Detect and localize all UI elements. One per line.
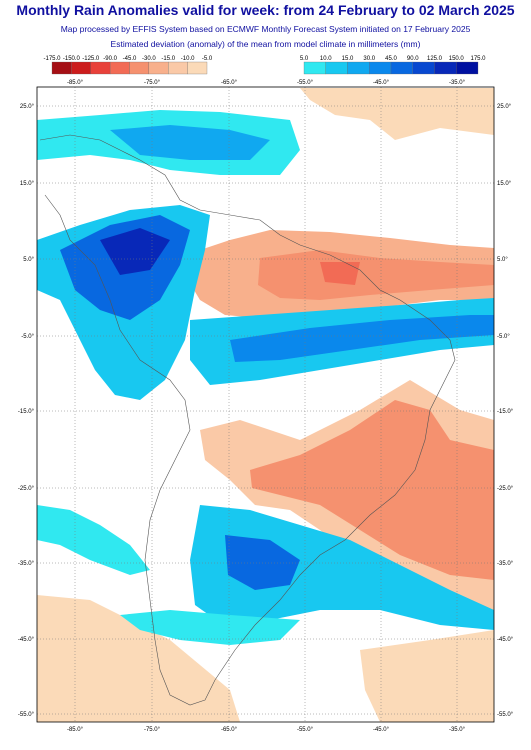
longitude-label: -45.0° [373, 80, 390, 86]
dry-anomaly-regions [37, 88, 494, 722]
longitude-label: -55.0° [297, 727, 314, 733]
longitude-label: -45.0° [373, 727, 390, 733]
latitude-label: 5.0° [23, 257, 34, 263]
longitude-label: -85.0° [67, 727, 84, 733]
latitude-label: 15.0° [497, 181, 512, 187]
colorbar-wet-label: 30.0 [363, 56, 375, 62]
latitude-label: -15.0° [18, 409, 35, 415]
map-title: Monthly Rain Anomalies valid for week: f… [16, 2, 515, 18]
wet-region-colombia-peak [100, 228, 170, 275]
colorbar-wet-cell [456, 61, 479, 75]
colorbar-dry-label: -150.0 [63, 56, 81, 62]
colorbar-dry-cell [148, 61, 169, 75]
colorbar-wet-cell [369, 61, 392, 75]
colorbar-dry-cell [51, 61, 72, 75]
longitude-label: -35.0° [449, 80, 466, 86]
colorbar-wet-label: 15.0 [342, 56, 354, 62]
colorbar-wet-label: 45.0 [385, 56, 397, 62]
colorbar-wet-label: 5.0 [300, 56, 309, 62]
colorbar-dry-cells [51, 61, 208, 75]
latitude-label: -25.0° [18, 486, 35, 492]
longitude-label: -75.0° [144, 727, 161, 733]
latitude-label: -15.0° [497, 409, 514, 415]
wet-region-la-plata [190, 505, 494, 630]
colorbar-dry: -175.0 -150.0 -125.0 -90.0 -45.0 -30.0 -15.0 -1… [43, 56, 213, 75]
colorbar-dry-cell [109, 61, 130, 75]
colorbar-dry-cell [187, 61, 208, 75]
dry-region-brazil-south-core [250, 400, 494, 580]
colorbar-dry-labels: -175.0 -150.0 -125.0 -90.0 -45.0 -30.0 -15.0 -1… [43, 56, 212, 62]
colorbar-dry-label: -10.0 [181, 56, 195, 62]
latitude-label: -55.0° [497, 712, 514, 718]
latitude-label: -45.0° [18, 637, 35, 643]
latitude-label: -5.0° [497, 334, 510, 340]
wet-region-caribbean-core [110, 125, 270, 160]
latitude-label: -55.0° [18, 712, 35, 718]
latitude-label: -45.0° [497, 637, 514, 643]
latitude-label: -25.0° [497, 486, 514, 492]
colorbar-wet-cell [303, 61, 326, 75]
colorbar-wet-label: 90.0 [407, 56, 419, 62]
colorbar-wet-cell [325, 61, 348, 75]
colorbar-dry-cell [71, 61, 91, 75]
colorbar-dry-cell [90, 61, 111, 75]
longitude-labels-bottom: -85.0° -75.0° -65.0° -55.0° -45.0° -35.0° [67, 727, 466, 733]
colorbar-dry-label: -5.0 [202, 56, 213, 62]
map-frame [36, 86, 495, 723]
wet-region-amazon-belt-core [230, 315, 494, 362]
colorbar-dry-label: -45.0 [123, 56, 137, 62]
latitude-label: 15.0° [20, 181, 35, 187]
colorbar-wet-cell [390, 61, 413, 75]
colorbar-wet-cells [303, 61, 479, 75]
longitude-label: -65.0° [221, 727, 238, 733]
dry-region-north-brazil-core [258, 250, 494, 300]
longitude-label: -55.0° [297, 80, 314, 86]
longitude-label: -75.0° [144, 80, 161, 86]
longitude-label: -85.0° [67, 80, 84, 86]
longitude-labels-top: -85.0° -75.0° -65.0° -55.0° -45.0° -35.0° [67, 80, 466, 86]
colorbar-wet-labels: 5.0 10.0 15.0 30.0 45.0 90.0 125.0 150.0 175.0 [300, 56, 486, 62]
longitude-label: -35.0° [449, 727, 466, 733]
latitude-label: 25.0° [497, 104, 512, 110]
colorbar-dry-label: -30.0 [142, 56, 156, 62]
wet-region-pacific-south [37, 505, 150, 575]
colorbar-wet-label: 175.0 [470, 56, 486, 62]
colorbar-wet-cell [347, 61, 370, 75]
colorbar-dry-label: -175.0 [43, 56, 61, 62]
latitude-labels-right: 25.0° 15.0° 5.0° -5.0° -15.0° -25.0° -35.0° -45… [497, 104, 514, 718]
latitude-label: -5.0° [21, 334, 34, 340]
colorbar-wet-cell [412, 61, 435, 75]
colorbar-wet-label: 125.0 [427, 56, 443, 62]
dry-region-patagonia [37, 595, 240, 722]
latitude-label: 5.0° [497, 257, 508, 263]
latitude-label: -35.0° [18, 561, 35, 567]
dry-region-north-caribbean [300, 88, 494, 140]
dry-region-southeast [360, 630, 494, 722]
latitude-label: 25.0° [20, 104, 35, 110]
continent-outline [39, 134, 456, 706]
map-panel [37, 87, 494, 722]
dry-region-north-brazil-peak [320, 262, 360, 285]
colorbar-wet-cell [434, 61, 457, 75]
graticule [37, 87, 494, 722]
colorbar-wet-label: 10.0 [320, 56, 332, 62]
map-subtitle-units: Estimated deviation (anomaly) of the mea… [110, 39, 421, 49]
wet-region-la-plata-core [225, 535, 300, 590]
wet-region-pampas [120, 610, 300, 645]
longitude-label: -65.0° [221, 80, 238, 86]
wet-anomaly-regions [37, 110, 494, 645]
latitude-label: -35.0° [497, 561, 514, 567]
colorbar-dry-label: -90.0 [103, 56, 117, 62]
colorbar-wet-label: 150.0 [449, 56, 465, 62]
colorbar-dry-label: -15.0 [161, 56, 175, 62]
colorbar-wet: 5.0 10.0 15.0 30.0 45.0 90.0 125.0 150.0 175.0 [300, 56, 486, 75]
colorbar-dry-cell [129, 61, 150, 75]
latitude-labels-left: 25.0° 15.0° 5.0° -5.0° -15.0° -25.0° -35.0° -45… [18, 104, 35, 718]
colorbar-dry-cell [168, 61, 188, 75]
colorbar-dry-label: -125.0 [82, 56, 100, 62]
map-subtitle-source: Map processed by EFFIS System based on E… [60, 24, 471, 34]
